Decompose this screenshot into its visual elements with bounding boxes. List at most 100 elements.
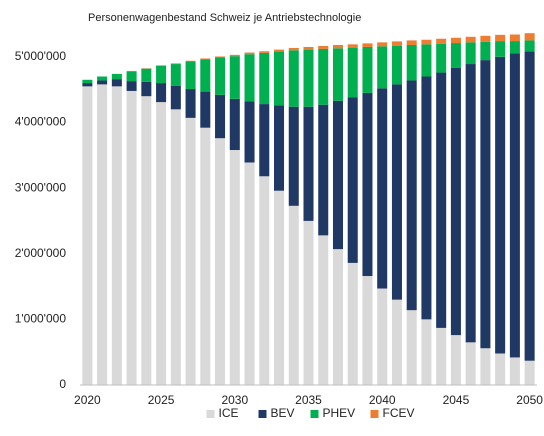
bar-segment [97, 80, 108, 85]
bar-segment [97, 76, 108, 81]
bar-segment [495, 41, 506, 57]
bar-segment [362, 46, 373, 93]
bar-segment [111, 79, 122, 87]
bar-segment [141, 68, 152, 82]
bar-segment [391, 84, 402, 300]
bar-segment [126, 81, 137, 91]
bar-segment [303, 49, 314, 107]
x-tick-label: 2020 [74, 393, 101, 407]
bar-segment [229, 54, 240, 57]
bar-segment [362, 43, 373, 47]
legend-label: BEV [271, 406, 295, 420]
legend-swatch [206, 410, 215, 418]
bar-segment [244, 162, 255, 385]
y-tick-label: 3'000'000 [15, 180, 67, 194]
bar-segment [259, 51, 270, 53]
bar-segment [303, 220, 314, 385]
bar-segment [303, 46, 314, 50]
bar-segment [495, 34, 506, 42]
bar-segment [200, 127, 211, 386]
bar-segment [332, 249, 343, 385]
bar-segment [259, 52, 270, 105]
bar-segment [509, 41, 520, 54]
bar-segment [495, 56, 506, 354]
bar-segment [406, 45, 417, 81]
bar-segment [170, 85, 181, 110]
bar-segment [170, 63, 181, 65]
bar-segment [185, 60, 196, 62]
bar-segment [318, 235, 329, 385]
bar-segment [170, 64, 181, 86]
bar-segment [288, 205, 299, 385]
bar-segment [170, 109, 181, 385]
bar-segment [509, 357, 520, 385]
bar-segment [406, 310, 417, 385]
bar-segment [465, 36, 476, 43]
bar-segment [377, 88, 388, 289]
bar-segment [377, 46, 388, 89]
chart-title: Personenwagenbestand Schweiz je Antriebs… [88, 12, 361, 24]
bar-segment [421, 39, 432, 45]
legend-label: FCEV [383, 406, 415, 420]
bar-segment [156, 102, 167, 385]
bar-segment [480, 41, 491, 61]
bar-segment [259, 104, 270, 177]
bar-segment [259, 176, 270, 385]
bar-segment [82, 86, 93, 385]
x-tick-label: 2050 [516, 393, 543, 407]
bar-segment [524, 40, 535, 52]
bar-segment [480, 348, 491, 385]
bar-segment [436, 327, 447, 385]
bar-segment [480, 35, 491, 42]
bar-segment [229, 150, 240, 385]
bar-segment [215, 57, 226, 95]
bar-segment [244, 52, 255, 55]
bar-segment [215, 138, 226, 385]
x-tick-label: 2040 [369, 393, 396, 407]
bar-segment [97, 84, 108, 386]
x-tick-label: 2035 [295, 393, 322, 407]
bar-segment [347, 97, 358, 263]
bar-segment [274, 190, 285, 385]
bar-segment [391, 41, 402, 46]
y-tick-label: 1'000'000 [15, 312, 67, 326]
legend-label: ICE [219, 406, 239, 420]
bar-segment [200, 58, 211, 60]
bar-segment [229, 56, 240, 99]
bar-segment [450, 335, 461, 385]
x-tick-label: 2025 [148, 393, 175, 407]
bar-segment [406, 40, 417, 46]
bar-segment [362, 276, 373, 385]
bar-segment [185, 61, 196, 89]
legend-swatch [258, 410, 267, 418]
bar-segment [421, 319, 432, 385]
x-tick-label: 2045 [443, 393, 470, 407]
y-tick-label: 4'000'000 [15, 115, 67, 129]
bar-segment [82, 83, 93, 87]
bar-segment [244, 101, 255, 163]
legend-swatch [310, 410, 319, 418]
bar-segment [215, 94, 226, 139]
y-tick-label: 5'000'000 [15, 49, 67, 63]
bar-segment [200, 59, 211, 92]
legend-swatch [370, 410, 379, 418]
bar-segment [288, 47, 299, 51]
bar-segment [362, 92, 373, 277]
bar-segment [524, 51, 535, 361]
bar-segment [377, 42, 388, 47]
bar-segment [82, 79, 93, 84]
bar-segment [185, 88, 196, 118]
bar-segment [436, 72, 447, 328]
bar-segment [509, 34, 520, 42]
y-tick-label: 0 [59, 377, 66, 391]
bar-segment [377, 288, 388, 385]
bar-segment [126, 71, 137, 82]
bar-segment [126, 90, 137, 385]
bar-segment [244, 54, 255, 102]
bar-segment [332, 48, 343, 101]
bar-segment [274, 49, 285, 52]
bar-segment [524, 33, 535, 41]
bar-segment [421, 44, 432, 77]
